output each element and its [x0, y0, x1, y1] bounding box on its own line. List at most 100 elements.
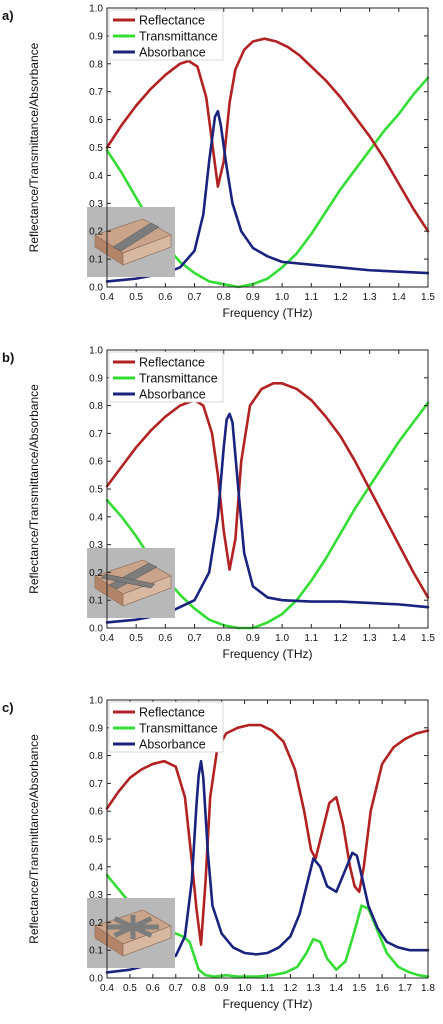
x-tick-label: 0.5 — [123, 983, 137, 994]
chart-panel: a) 0.4 0.5 0.6 0.7 0.8 0.9 1.0 1.1 1.2 1.3 1.4 1.5 0.… — [2, 4, 435, 321]
y-tick-label: 0.1 — [89, 596, 103, 607]
y-tick-label: 0.9 — [89, 723, 103, 734]
resonator-cross-arm — [100, 573, 156, 589]
y-axis-title: Reflectance/Transmittance/Absorbance — [27, 384, 41, 594]
legend-entry: Transmittance — [139, 722, 218, 736]
x-tick-label: 1.4 — [392, 633, 406, 644]
x-tick-label: 1.3 — [306, 983, 320, 994]
y-tick-label: 0.4 — [89, 171, 103, 182]
y-tick-label: 1.0 — [89, 346, 103, 357]
x-tick-label: 0.4 — [100, 292, 114, 303]
x-tick-label: 0.9 — [215, 983, 229, 994]
legend-entry: Absorbance — [139, 388, 206, 402]
legend-entry: Reflectance — [139, 356, 205, 370]
series-line-absorbance — [105, 109, 430, 283]
x-tick-label: 1.1 — [261, 983, 275, 994]
x-tick-label: 1.3 — [363, 292, 377, 303]
y-tick-label: 0.8 — [89, 59, 103, 70]
y-tick-label: 0.6 — [89, 115, 103, 126]
legend: Reflectance Transmittance Absorbance — [108, 701, 224, 753]
x-tick-label: 1.5 — [421, 633, 435, 644]
resonator-bar — [112, 222, 160, 252]
x-tick-label: 1.3 — [363, 633, 377, 644]
x-tick-label: 0.6 — [158, 633, 172, 644]
legend: Reflectance Transmittance Absorbance — [108, 9, 224, 61]
panel-label: b) — [2, 350, 14, 365]
y-tick-label: 0.1 — [89, 946, 103, 957]
legend-entry: Reflectance — [139, 14, 205, 28]
legend-entry: Reflectance — [139, 706, 205, 720]
legend-entry: Absorbance — [139, 46, 206, 60]
x-axis-title: Frequency (THz) — [222, 997, 312, 1011]
legend-entry: Transmittance — [139, 372, 218, 386]
y-tick-label: 0.5 — [89, 835, 103, 846]
x-tick-label: 0.8 — [192, 983, 206, 994]
x-tick-label: 0.5 — [129, 633, 143, 644]
x-axis-title: Frequency (THz) — [222, 306, 312, 320]
y-tick-label: 0.8 — [89, 751, 103, 762]
x-tick-label: 1.0 — [238, 983, 252, 994]
y-tick-label: 0.0 — [89, 283, 103, 294]
y-tick-label: 0.9 — [89, 31, 103, 42]
x-tick-label: 0.9 — [246, 633, 260, 644]
x-tick-label: 0.4 — [100, 983, 114, 994]
y-tick-label: 0.4 — [89, 862, 103, 873]
x-tick-label: 1.8 — [421, 983, 435, 994]
legend: Reflectance Transmittance Absorbance — [108, 351, 224, 403]
y-tick-label: 0.6 — [89, 807, 103, 818]
chart-panel: b) 0.4 0.5 0.6 0.7 0.8 0.9 1.0 1.1 1.2 1.3 1.4 1.5 0.… — [2, 346, 435, 662]
x-tick-label: 1.0 — [275, 292, 289, 303]
slab-right-face — [122, 234, 172, 266]
y-tick-label: 0.6 — [89, 457, 103, 468]
y-tick-label: 1.0 — [89, 696, 103, 707]
slab-right-face — [122, 925, 172, 957]
x-tick-label: 0.7 — [188, 292, 202, 303]
panel-label: a) — [2, 8, 14, 23]
y-axis-title: Reflectance/Transmittance/Absorbance — [27, 734, 41, 944]
x-tick-label: 0.9 — [246, 292, 260, 303]
x-tick-label: 1.2 — [283, 983, 297, 994]
y-tick-label: 0.3 — [89, 540, 103, 551]
y-tick-label: 0.4 — [89, 512, 103, 523]
slab-with-star-icon — [87, 898, 175, 968]
y-tick-label: 0.2 — [89, 227, 103, 238]
x-tick-label: 0.7 — [188, 633, 202, 644]
y-tick-label: 0.8 — [89, 401, 103, 412]
x-tick-label: 0.6 — [146, 983, 160, 994]
resonator-cross-arm — [108, 562, 158, 590]
legend-entry: Absorbance — [139, 738, 206, 752]
y-tick-label: 0.7 — [89, 429, 103, 440]
x-axis-title: Frequency (THz) — [222, 647, 312, 661]
x-tick-label: 0.8 — [217, 633, 231, 644]
y-tick-label: 0.0 — [89, 624, 103, 635]
x-tick-label: 0.4 — [100, 633, 114, 644]
x-tick-label: 1.2 — [334, 292, 348, 303]
y-tick-label: 0.2 — [89, 568, 103, 579]
y-tick-label: 0.9 — [89, 373, 103, 384]
y-tick-label: 0.0 — [89, 974, 103, 985]
x-tick-label: 1.4 — [329, 983, 343, 994]
x-tick-label: 0.8 — [217, 292, 231, 303]
series-line-reflectance — [105, 723, 430, 946]
x-tick-label: 1.1 — [304, 633, 318, 644]
y-tick-label: 0.2 — [89, 918, 103, 929]
series-line-absorbance — [105, 759, 430, 974]
y-tick-label: 0.1 — [89, 255, 103, 266]
legend-entry: Transmittance — [139, 30, 218, 44]
y-tick-label: 0.5 — [89, 143, 103, 154]
y-tick-label: 0.7 — [89, 87, 103, 98]
resonator-star-arm — [113, 916, 153, 938]
y-tick-label: 0.7 — [89, 779, 103, 790]
x-tick-label: 1.6 — [375, 983, 389, 994]
x-tick-label: 1.0 — [275, 633, 289, 644]
slab-with-bar-icon — [87, 207, 175, 277]
x-tick-label: 1.5 — [352, 983, 366, 994]
slab-with-cross-icon — [87, 548, 175, 618]
x-tick-label: 1.7 — [398, 983, 412, 994]
slab-right-face — [122, 575, 172, 607]
y-tick-label: 0.3 — [89, 890, 103, 901]
x-tick-label: 1.2 — [334, 633, 348, 644]
y-tick-label: 1.0 — [89, 4, 103, 15]
series-line-reflectance — [105, 37, 430, 233]
